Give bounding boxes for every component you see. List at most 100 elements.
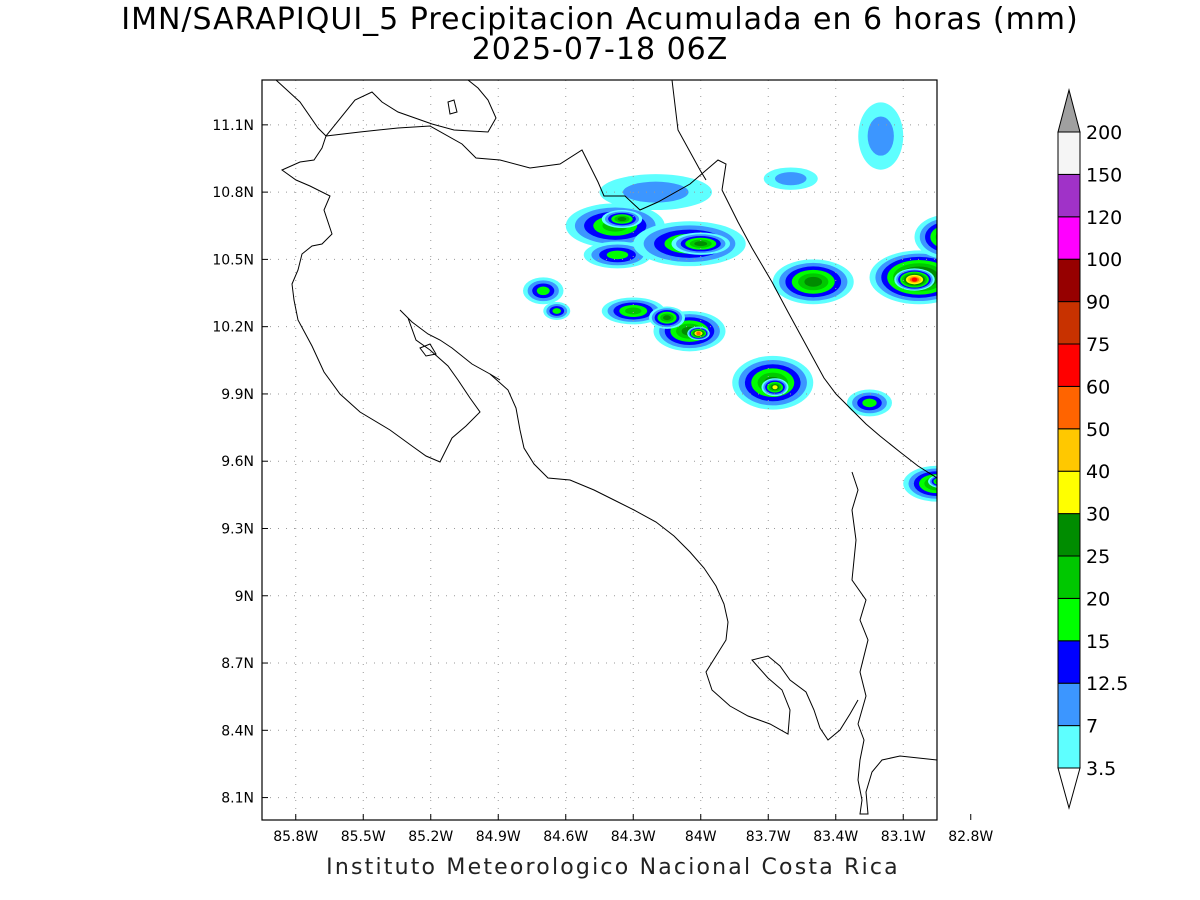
precipitation-field: [523, 102, 1000, 618]
precip-cell-19-level-3: [975, 539, 989, 549]
colorbar-segment-90: [1057, 258, 1081, 303]
colorbar-label-7: 7: [1086, 716, 1098, 738]
precip-cell-22-level-1: [867, 116, 894, 156]
lat-tick-label-7: 9N: [235, 589, 254, 605]
lon-tick-label-7: 83.7W: [746, 829, 791, 845]
gulf-island: [419, 343, 437, 357]
precip-cell-8-level-5: [663, 315, 671, 321]
precip-cell-20-level-1: [967, 586, 996, 615]
precip-cell-15-level-0: [937, 318, 982, 345]
pacific-coast-north: [280, 135, 501, 463]
precip-cell-19-level-2: [970, 536, 995, 553]
precip-cell-20-level-2: [971, 589, 994, 612]
precip-cell-20-level-3: [974, 592, 990, 608]
colorbar-label-40: 40: [1086, 461, 1110, 483]
border-north: [325, 125, 727, 211]
precip-cell-15-level-3: [950, 325, 970, 337]
colorbar-label-15: 15: [1086, 631, 1110, 653]
colorbar-label-3.5: 3.5: [1086, 758, 1116, 780]
precip-cell-15-level-4: [954, 328, 966, 335]
colorbar-segment-30: [1057, 470, 1081, 515]
precip-cell-14-level-3: [930, 227, 937, 247]
lat-tick-label-0: 11.1N: [212, 118, 254, 134]
lat-tick-label-1: 10.8N: [212, 185, 254, 201]
colorbar-segment-12.5: [1057, 640, 1081, 684]
precip-cell-13-level-9: [911, 277, 918, 282]
lat-tick-label-8: 8.7N: [221, 656, 254, 672]
lon-tick-label-0: 85.8W: [273, 829, 318, 845]
precip-cell-17-level-6: [939, 479, 944, 483]
colorbar-label-30: 30: [1086, 504, 1110, 526]
lat-tick-label-5: 9.6N: [221, 454, 254, 470]
colorbar-label-90: 90: [1086, 292, 1110, 314]
map-axes: 85.8W 85.5W 85.2W 84.9W 84.6W 84.3W 84W 83.7W 83…: [212, 118, 993, 845]
caribbean-coast-nicaragua: [671, 80, 707, 181]
colorbar-label-20: 20: [1086, 588, 1110, 610]
lon-tick-label-1: 85.5W: [341, 829, 386, 845]
colorbar-label-150: 150: [1086, 164, 1122, 186]
precip-cell-14-level-5: [941, 232, 956, 242]
lon-tick-label-9: 83.1W: [881, 829, 926, 845]
colorbar: 3.5 7 12.5 15 20 25 30 40 50 60 75 90 100 120 150 200: [1057, 88, 1128, 810]
precip-cell-15-level-2: [945, 323, 973, 340]
lat-tick-label-4: 9.9N: [221, 387, 254, 403]
colorbar-label-50: 50: [1086, 419, 1110, 441]
lat-tick-label-6: 9.3N: [221, 521, 254, 537]
border-panama: [851, 471, 869, 725]
precip-cell-18-level-3: [862, 398, 877, 408]
precip-cell-7-level-4: [625, 307, 642, 315]
lat-tick-label-3: 10.2N: [212, 320, 254, 336]
precip-cell-24-level-3: [536, 286, 550, 296]
lon-tick-label-6: 84W: [685, 829, 717, 845]
precip-cell-17-level-5: [937, 479, 946, 483]
precip-cell-15-level-1: [941, 320, 978, 342]
precip-cell-6-level-8: [696, 331, 701, 336]
precip-cell-23-level-1: [775, 172, 807, 186]
colorbar-label-12.5: 12.5: [1086, 673, 1128, 695]
colorbar-label-200: 200: [1086, 122, 1122, 144]
colorbar-label-60: 60: [1086, 376, 1110, 398]
burica-peninsula: [857, 723, 937, 815]
lon-tick-label-2: 85.2W: [408, 829, 453, 845]
precip-cell-25-level-3: [552, 308, 562, 314]
precip-cell-20-level-0: [964, 582, 1000, 618]
precip-cell-11-level-6: [772, 385, 778, 390]
caribbean-coast: [721, 189, 937, 479]
map-frame: [261, 79, 938, 821]
precip-cell-2-level-3: [606, 250, 629, 260]
lon-tick-label-8: 83.4W: [813, 829, 858, 845]
lat-tick-label-9: 8.4N: [221, 723, 254, 739]
colorbar-bottom-arrow: [1057, 767, 1081, 810]
colorbar-label-25: 25: [1086, 546, 1110, 568]
colorbar-segment-25: [1057, 513, 1081, 557]
lat-tick-label-10: 8.1N: [221, 791, 254, 807]
colorbar-segment-3.5: [1057, 725, 1081, 769]
colorbar-segment-75: [1057, 301, 1081, 345]
colorbar-segment-60: [1057, 343, 1081, 387]
lon-tick-label-10: 82.8W: [948, 829, 993, 845]
colorbar-label-100: 100: [1086, 249, 1122, 271]
colorbar-segment-120: [1057, 173, 1081, 218]
colorbar-segment-7: [1057, 682, 1081, 727]
coastline-and-borders: [275, 80, 937, 815]
chart-subtitle: 2025-07-18 06Z: [471, 32, 729, 67]
colorbar-top-arrow: [1057, 88, 1081, 133]
colorbar-segment-100: [1057, 216, 1081, 260]
colorbar-label-120: 120: [1086, 207, 1122, 229]
precip-cell-20-level-4: [977, 596, 986, 605]
pacific-coast-south: [489, 373, 859, 741]
footer-credit: Instituto Meteorologico Nacional Costa R…: [326, 855, 900, 880]
precip-cell-4-level-5: [694, 241, 708, 247]
colorbar-segment-50: [1057, 385, 1081, 430]
colorbar-segment-150: [1057, 131, 1081, 175]
precip-cell-19-level-1: [965, 532, 1000, 556]
lake-nicaragua-shore: [275, 80, 497, 137]
lon-tick-label-5: 84.3W: [611, 829, 656, 845]
small-island: [447, 99, 458, 115]
colorbar-segment-40: [1057, 428, 1081, 472]
lat-lon-grid: [262, 80, 937, 820]
lat-tick-label-2: 10.5N: [212, 252, 254, 268]
precip-cell-1-level-5: [617, 217, 627, 222]
colorbar-segment-15: [1057, 597, 1081, 642]
